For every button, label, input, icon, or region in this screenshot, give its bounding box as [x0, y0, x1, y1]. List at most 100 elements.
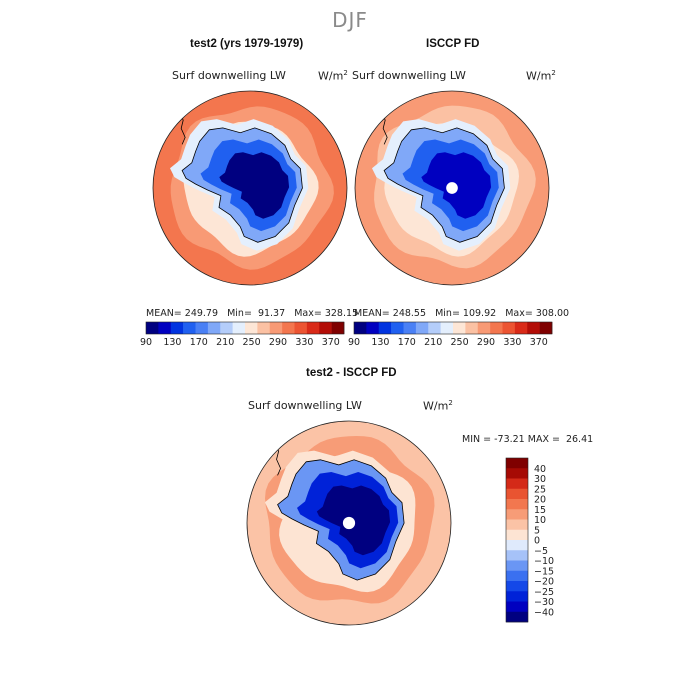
colorbar-tick-label: 170: [190, 337, 208, 348]
colorbar-swatch: [257, 322, 271, 334]
colorbar-tick-label: −5: [534, 546, 548, 557]
colorbar-tick-label: 25: [534, 484, 546, 495]
colorbar-swatch: [366, 322, 380, 334]
colorbar-tick-label: 210: [424, 337, 442, 348]
colorbar-swatch: [506, 550, 528, 561]
panel1-variable-label: Surf downwelling LW: [172, 69, 286, 82]
colorbar-tick-label: 250: [451, 337, 469, 348]
panel2-variable-label: Surf downwelling LW: [352, 69, 466, 82]
colorbar-tick-label: 90: [348, 337, 360, 348]
coastline: [383, 127, 505, 243]
colorbar-swatch: [282, 322, 295, 334]
colorbar-swatch: [146, 322, 159, 334]
colorbar-swatch: [527, 322, 540, 334]
colorbar-tick-label: −10: [534, 556, 554, 567]
figure-title: DJF: [332, 8, 368, 32]
panel2-stats: MEAN= 248.55 Min= 109.92 Max= 308.00: [354, 308, 570, 319]
pole-missing-data: [446, 182, 458, 194]
colorbar-swatch: [506, 509, 528, 520]
colorbar-tick-label: 5: [534, 525, 540, 536]
colorbar-swatch: [506, 529, 528, 541]
colorbar-tick-label: −40: [534, 607, 554, 618]
colorbar-tick-label: −20: [534, 577, 554, 588]
colorbar-tick-label: 30: [534, 474, 546, 485]
colorbar-swatch: [170, 322, 184, 334]
colorbar-swatch: [354, 322, 367, 334]
colorbar-panel-2: 90 130 170 210 250 290 330 370: [348, 321, 553, 348]
polar-map-panel-2: [354, 90, 550, 286]
colorbar-swatch: [477, 322, 491, 334]
colorbar-tick-label: 290: [477, 337, 495, 348]
colorbar-swatch: [453, 322, 466, 334]
colorbar-frame: [353, 321, 553, 335]
colorbar-swatch: [245, 322, 258, 334]
colorbar-swatch: [506, 519, 528, 531]
colorbar-tick-label: 330: [503, 337, 521, 348]
colorbar-swatch: [319, 322, 332, 334]
panel1-stats: MEAN= 249.79 Min= 91.37 Max= 328.15: [146, 308, 359, 319]
map-boundary: [152, 90, 348, 286]
colorbar-frame: [505, 457, 529, 623]
colorbar-tick-label: 15: [534, 505, 546, 516]
colorbar-swatch: [158, 322, 172, 334]
colorbar-panel-1: 90 130 170 210 250 290 330 370: [140, 321, 345, 348]
colorbar-swatch: [391, 322, 404, 334]
colorbar-tick-label: −25: [534, 587, 554, 598]
map-boundary: [246, 420, 452, 626]
colorbar-swatch: [183, 322, 196, 334]
colorbar-tick-label: 370: [322, 337, 340, 348]
panel1-units-label: W/m2: [318, 69, 348, 83]
colorbar-swatch: [440, 322, 454, 334]
colorbar-swatch: [506, 560, 528, 572]
polar-map-panel-1: [152, 90, 348, 286]
panel2-title: ISCCP FD: [426, 38, 480, 50]
panel3-title: test2 - ISCCP FD: [306, 367, 397, 379]
map-boundary: [354, 90, 550, 286]
colorbar-tick-label: 90: [140, 337, 152, 348]
panel1-title: test2 (yrs 1979-1979): [190, 38, 304, 50]
pole-missing-data: [342, 516, 356, 530]
colorbar-tick-label: 290: [269, 337, 287, 348]
colorbar-swatch: [506, 499, 528, 510]
colorbar-swatch: [539, 322, 553, 334]
colorbar-tick-label: 210: [216, 337, 234, 348]
colorbar-swatch: [514, 322, 528, 334]
polar-map-panel-3: [246, 420, 452, 626]
colorbar-tick-label: 330: [295, 337, 313, 348]
panel3-stats: MIN = -73.21 MAX = 26.41: [462, 434, 594, 445]
colorbar-tick-label: 20: [534, 495, 546, 506]
colorbar-swatch: [428, 322, 441, 334]
colorbar-swatch: [506, 570, 528, 582]
colorbar-swatch: [306, 322, 320, 334]
colorbar-frame: [145, 321, 345, 335]
colorbar-swatch: [506, 458, 528, 469]
colorbar-swatch: [506, 611, 528, 623]
colorbar-tick-label: 40: [534, 464, 546, 475]
colorbar-tick-label: 130: [371, 337, 389, 348]
colorbar-swatch: [506, 581, 528, 592]
colorbar-swatch: [506, 601, 528, 613]
colorbar-swatch: [506, 468, 528, 479]
colorbar-swatch: [490, 322, 503, 334]
colorbar-swatch: [506, 540, 528, 551]
colorbar-tick-label: 170: [398, 337, 416, 348]
colorbar-swatch: [269, 322, 283, 334]
colorbar-swatch: [195, 322, 209, 334]
colorbar-swatch: [207, 322, 221, 334]
colorbar-tick-label: −15: [534, 566, 554, 577]
colorbar-swatch: [294, 322, 308, 334]
panel3-units-label: W/m2: [423, 399, 453, 413]
colorbar-swatch: [403, 322, 417, 334]
panel3-variable-label: Surf downwelling LW: [248, 399, 362, 412]
coastline: [277, 459, 405, 581]
colorbar-swatch: [502, 322, 516, 334]
colorbar-swatch: [378, 322, 392, 334]
panel2-units-label: W/m2: [526, 69, 556, 83]
colorbar-swatch: [232, 322, 246, 334]
colorbar-tick-label: −30: [534, 597, 554, 608]
colorbar-tick-label: 10: [534, 515, 546, 526]
colorbar-swatch: [331, 322, 345, 334]
colorbar-swatch: [415, 322, 429, 334]
